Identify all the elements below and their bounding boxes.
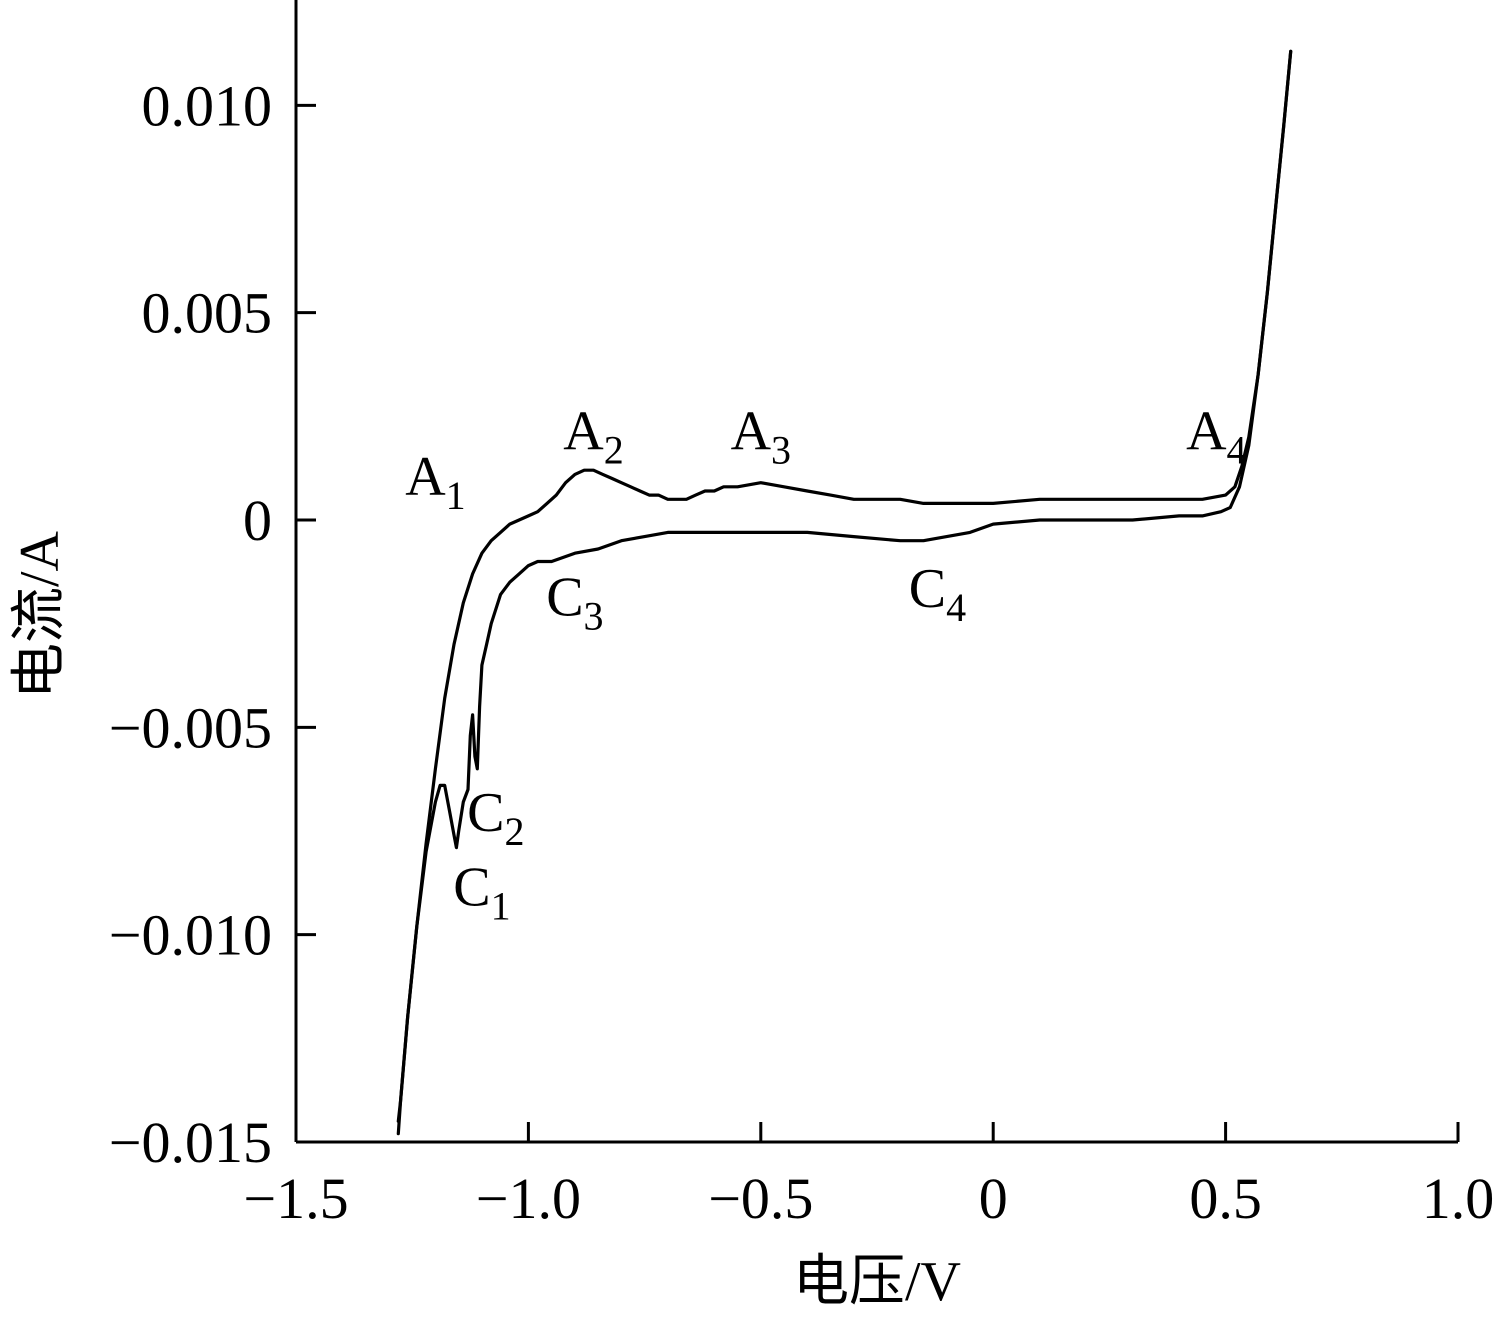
- y-tick-label: 0.005: [142, 281, 273, 346]
- x-tick-label: −1.5: [243, 1166, 348, 1231]
- y-axis-title: 电流/A: [9, 530, 71, 699]
- x-tick-label: −1.0: [476, 1166, 581, 1231]
- peak-label: C4: [909, 558, 966, 630]
- peak-label: A4: [1186, 401, 1246, 473]
- y-tick-label: −0.015: [109, 1110, 272, 1175]
- x-tick-label: 0.5: [1189, 1166, 1262, 1231]
- x-tick-label: −0.5: [708, 1166, 813, 1231]
- axes: [294, 0, 1458, 1144]
- y-tick-label: 0.010: [142, 73, 273, 138]
- anodic-sweep-line: [396, 49, 1293, 1123]
- peak-label: C1: [453, 857, 510, 929]
- peak-label: C3: [546, 566, 603, 638]
- ticks: −1.5 −1.0 −0.5 0 0.5 1.0 −0.015 −0.010 −0.005 0 0.…: [109, 73, 1494, 1231]
- y-tick-label: 0: [243, 488, 272, 553]
- peak-label: A2: [563, 401, 623, 473]
- y-tick-label: −0.005: [109, 695, 272, 760]
- peak-label: A1: [405, 446, 465, 518]
- y-tick-label: −0.010: [109, 903, 272, 968]
- peak-label: C2: [467, 782, 524, 854]
- curves: [396, 49, 1293, 1136]
- x-tick-label: 0: [979, 1166, 1008, 1231]
- x-tick-label: 1.0: [1422, 1166, 1495, 1231]
- cathodic-sweep-line: [396, 49, 1293, 1136]
- peak-label: A3: [731, 401, 791, 473]
- x-axis-title: 电压/V: [793, 1251, 961, 1313]
